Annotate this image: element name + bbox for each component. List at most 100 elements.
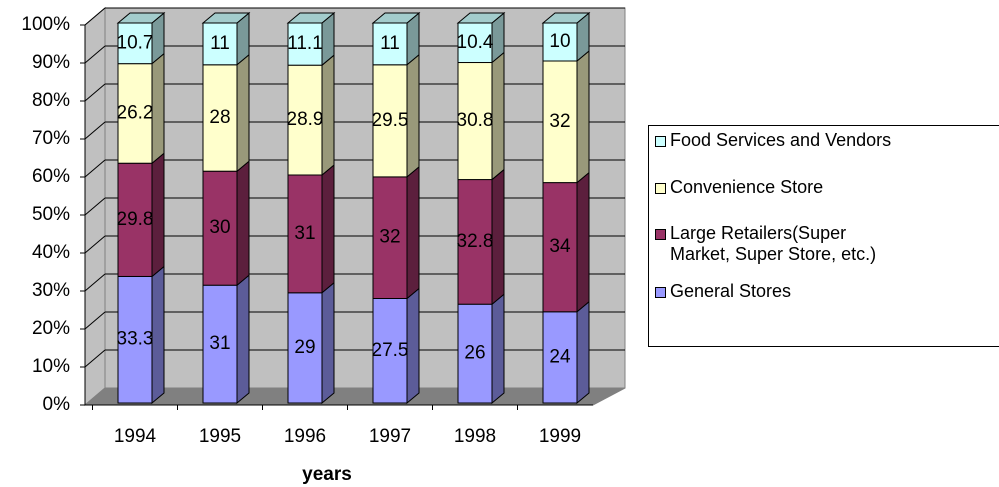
bar-top <box>201 12 251 24</box>
bar-segment <box>202 170 238 286</box>
bar-segment <box>287 174 323 294</box>
x-tick-label: 1997 <box>369 426 411 447</box>
bar-segment <box>202 22 238 66</box>
data-label: 34 <box>549 236 571 257</box>
data-label: 33.3 <box>117 329 154 350</box>
data-label: 11.1 <box>287 33 323 54</box>
y-tick-label: 80% <box>32 90 70 111</box>
legend-entry: General Stores <box>655 281 885 302</box>
y-tick-label: 20% <box>32 318 70 339</box>
legend-entry: Convenience Store <box>655 177 885 198</box>
grid-line <box>84 235 106 254</box>
grid-line <box>84 121 106 140</box>
bar-side <box>576 171 590 313</box>
data-label: 27.5 <box>372 340 409 361</box>
bar-side <box>576 49 590 184</box>
bar-side <box>406 165 420 300</box>
data-label: 28 <box>209 107 230 128</box>
y-tick-label: 100% <box>21 14 70 35</box>
bar-side <box>321 281 335 405</box>
data-label: 29 <box>294 337 315 358</box>
y-tick-label: 10% <box>32 356 70 377</box>
bar-segment <box>542 60 578 184</box>
y-tick-label: 60% <box>32 166 70 187</box>
bar-side <box>491 293 505 405</box>
data-label: 32 <box>379 227 400 248</box>
data-label: 31 <box>209 333 230 354</box>
x-tick-label: 1999 <box>539 426 581 447</box>
y-tick-label: 30% <box>32 280 70 301</box>
grid-line <box>84 159 106 178</box>
bar-top <box>541 12 591 24</box>
bar-top <box>116 12 166 24</box>
data-label: 10.4 <box>457 32 494 53</box>
bar-side <box>321 54 335 177</box>
legend-swatch <box>655 183 666 194</box>
y-tick-label: 0% <box>43 394 71 415</box>
legend-label: General Stores <box>670 281 792 301</box>
data-label: 29.8 <box>117 209 154 230</box>
bar-segment <box>117 63 153 164</box>
data-label: 24 <box>549 346 571 367</box>
bar-segment <box>457 179 493 305</box>
bar-side <box>236 160 250 287</box>
grid-line <box>84 349 106 368</box>
x-tick-label: 1995 <box>199 426 241 447</box>
bar-side <box>151 265 165 405</box>
data-label: 30 <box>209 217 230 238</box>
data-label: 29.5 <box>372 110 409 131</box>
bar-top <box>456 12 506 24</box>
data-label: 31 <box>294 223 315 244</box>
grid-line <box>84 311 106 330</box>
data-label: 26 <box>464 343 485 364</box>
bar-side <box>406 287 420 405</box>
legend-label: Large Retailers(Super Market, Super Stor… <box>670 223 877 264</box>
data-label: 11 <box>380 33 400 54</box>
legend-swatch <box>655 229 666 240</box>
data-label: 32 <box>549 111 570 132</box>
y-tick-label: 50% <box>32 204 70 225</box>
data-label: 30.8 <box>457 110 494 131</box>
bar-side <box>321 163 335 294</box>
grid-line <box>84 197 106 216</box>
bar-top <box>286 12 336 24</box>
legend-label: Food Services and Vendors <box>670 130 892 150</box>
grid-line <box>84 7 106 26</box>
legend-swatch <box>655 136 666 147</box>
bar-segment <box>542 182 578 313</box>
bar-side <box>491 168 505 306</box>
bar-side <box>151 52 165 165</box>
x-tick-label: 1998 <box>454 426 496 447</box>
x-tick-label: 1996 <box>284 426 326 447</box>
data-label: 10.7 <box>117 32 154 53</box>
y-tick-label: 40% <box>32 242 70 263</box>
bar-segment <box>202 64 238 172</box>
data-label: 11 <box>210 33 230 54</box>
bar-segment <box>457 62 493 181</box>
data-label: 32.8 <box>457 231 494 252</box>
y-tick-label: 70% <box>32 128 70 149</box>
bar-side <box>151 152 165 278</box>
grid-line <box>84 45 106 64</box>
bar-segment <box>117 162 153 277</box>
grid-line <box>84 273 106 292</box>
bar-side <box>576 300 590 405</box>
bar-side <box>236 274 250 405</box>
x-axis-title: years <box>302 464 352 485</box>
legend-entry: Large Retailers(Super Market, Super Stor… <box>655 223 885 265</box>
bar-segment <box>117 275 153 404</box>
bar-segment <box>287 22 323 66</box>
bar-side <box>406 53 420 178</box>
bar-top <box>371 12 421 24</box>
legend-entry: Food Services and Vendors <box>655 130 999 151</box>
bar-side <box>491 51 505 181</box>
legend-swatch <box>655 287 666 298</box>
grid-line <box>84 83 106 102</box>
y-tick-label: 90% <box>32 52 70 73</box>
data-label: 26.2 <box>117 102 154 123</box>
bar-segment <box>202 284 238 404</box>
data-label: 28.9 <box>287 109 324 130</box>
data-label: 10 <box>549 31 570 52</box>
bar-side <box>236 53 250 173</box>
